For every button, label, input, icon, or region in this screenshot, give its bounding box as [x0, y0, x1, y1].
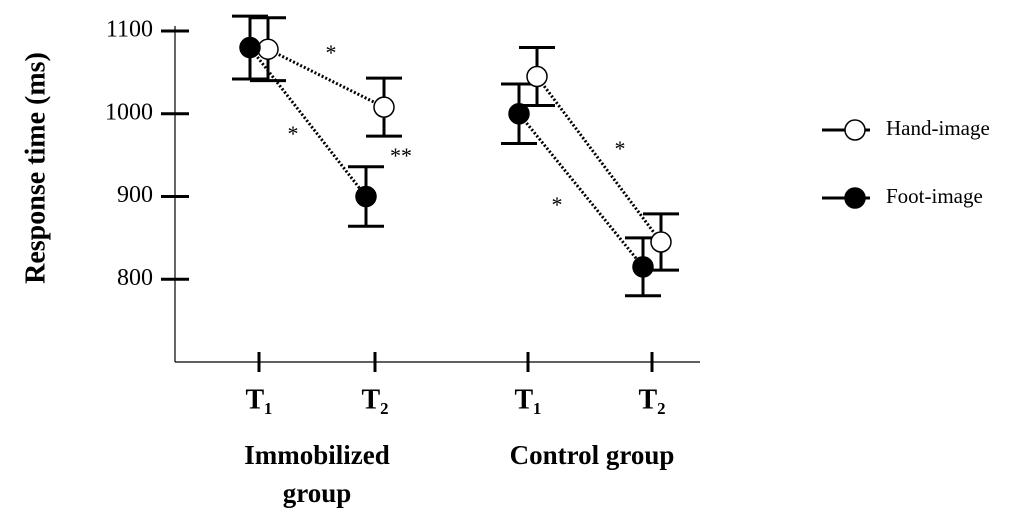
x-tick-label: T₁	[245, 384, 272, 415]
x-tick-label: T₂	[361, 384, 388, 415]
data-point	[257, 38, 279, 60]
annotation: *	[288, 121, 299, 146]
legend-marker	[844, 119, 866, 141]
series-line	[267, 47, 385, 109]
x-tick-label: T₂	[638, 384, 665, 415]
annotation: **	[390, 143, 412, 168]
data-point	[239, 36, 261, 59]
data-point	[632, 256, 654, 278]
data-point	[355, 185, 377, 208]
group-label: Control group	[509, 440, 675, 470]
annotation: *	[552, 192, 563, 217]
series-line	[535, 75, 663, 243]
legend-marker	[844, 187, 866, 209]
legend-label: Hand-image	[886, 116, 990, 140]
legend-label: Foot-image	[886, 184, 983, 208]
series-line	[248, 46, 368, 198]
y-tick-label: 900	[117, 182, 153, 208]
y-axis-label: Response time (ms)	[20, 52, 51, 284]
data-point	[650, 231, 672, 253]
annotation: *	[326, 40, 337, 65]
group-label: Immobilized group	[244, 440, 390, 508]
y-tick-label: 1000	[105, 99, 153, 125]
y-tick-label: 1100	[106, 17, 153, 43]
data-point	[526, 65, 548, 88]
y-tick-label: 800	[117, 265, 153, 291]
data-point	[373, 96, 395, 118]
annotation: *	[615, 136, 626, 161]
data-point	[508, 103, 530, 125]
series-line	[517, 112, 645, 268]
x-tick-label: T₁	[514, 384, 541, 415]
